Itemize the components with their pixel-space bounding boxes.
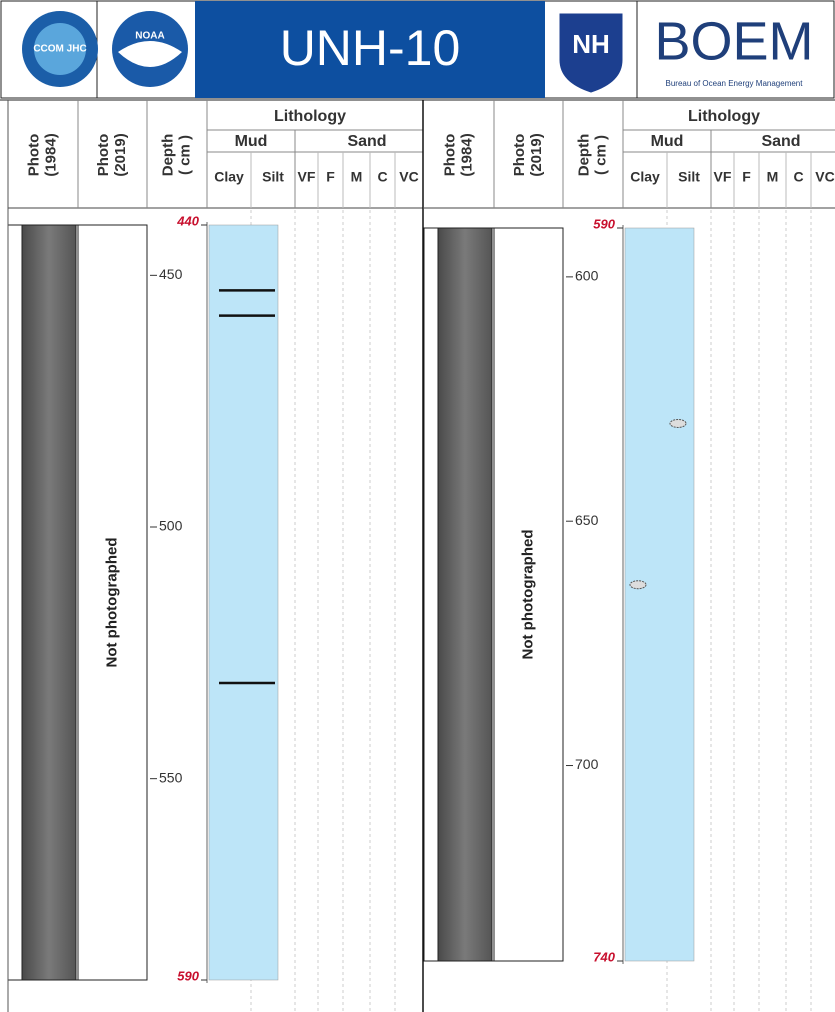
noaa-text: NOAA [135, 31, 164, 42]
column-header: (2019) [112, 133, 129, 176]
grain-size-label: VF [714, 169, 732, 185]
core-photo [437, 227, 493, 962]
clast [629, 580, 647, 590]
ccom-text: CCOM JHC [33, 44, 86, 55]
grain-size-label: VC [399, 169, 418, 185]
column-header: Photo [95, 134, 112, 177]
grain-size-label: M [351, 169, 363, 185]
depth-end-label: 740 [593, 949, 615, 964]
column-header: ( cm ) [592, 135, 609, 175]
mud-header: Mud [651, 133, 684, 150]
lithology-header: Lithology [688, 108, 760, 125]
grain-size-label: Clay [630, 169, 660, 185]
core-photo [21, 224, 77, 981]
depth-tick-label: 550 [159, 769, 183, 785]
boem-subtitle: Bureau of Ocean Energy Management [666, 79, 804, 88]
grain-size-label: Clay [214, 169, 244, 185]
unh-shield [559, 13, 623, 93]
grain-size-label: M [767, 169, 779, 185]
column-header: ( cm ) [176, 135, 193, 175]
depth-tick-label: 450 [159, 266, 183, 282]
column-header: Depth [575, 134, 592, 177]
title-bar [195, 1, 545, 98]
grain-size-label: C [377, 169, 387, 185]
grain-size-label: C [793, 169, 803, 185]
lithology-clay [208, 224, 279, 981]
not-photographed: Not photographed [519, 530, 536, 660]
lithology-clay [624, 227, 695, 962]
mud-header: Mud [235, 133, 268, 150]
noaa-bird [118, 41, 182, 67]
depth-tick-label: 600 [575, 268, 599, 284]
grain-size-label: F [742, 169, 751, 185]
column-header: (1984) [458, 133, 475, 176]
depth-tick-label: 650 [575, 512, 599, 528]
ccom-logo-inner [34, 23, 86, 75]
photo-frame [493, 227, 564, 962]
title: UNH-10 [280, 20, 461, 76]
column-header: (1984) [42, 133, 59, 176]
grain-size-label: Silt [678, 169, 700, 185]
depth-end-label: 590 [593, 216, 615, 231]
boem-text: BOEM [654, 11, 813, 71]
column-header: Photo [511, 134, 528, 177]
sand-header: Sand [347, 133, 386, 150]
sand-header: Sand [761, 133, 800, 150]
clast [669, 418, 687, 428]
depth-end-label: 590 [177, 968, 199, 983]
grain-size-label: F [326, 169, 335, 185]
not-photographed: Not photographed [103, 538, 120, 668]
depth-end-label: 440 [176, 213, 199, 228]
grain-size-label: VC [815, 169, 834, 185]
grain-size-label: Silt [262, 169, 284, 185]
column-header: Depth [159, 134, 176, 177]
photo-frame [77, 224, 148, 981]
column-header: Photo [441, 134, 458, 177]
depth-tick-label: 500 [159, 518, 183, 534]
column-header: Photo [25, 134, 42, 177]
lithology-header: Lithology [274, 108, 346, 125]
grain-size-label: VF [298, 169, 316, 185]
unh-text: NH [572, 29, 610, 59]
depth-tick-label: 700 [575, 756, 599, 772]
column-header: (2019) [528, 133, 545, 176]
